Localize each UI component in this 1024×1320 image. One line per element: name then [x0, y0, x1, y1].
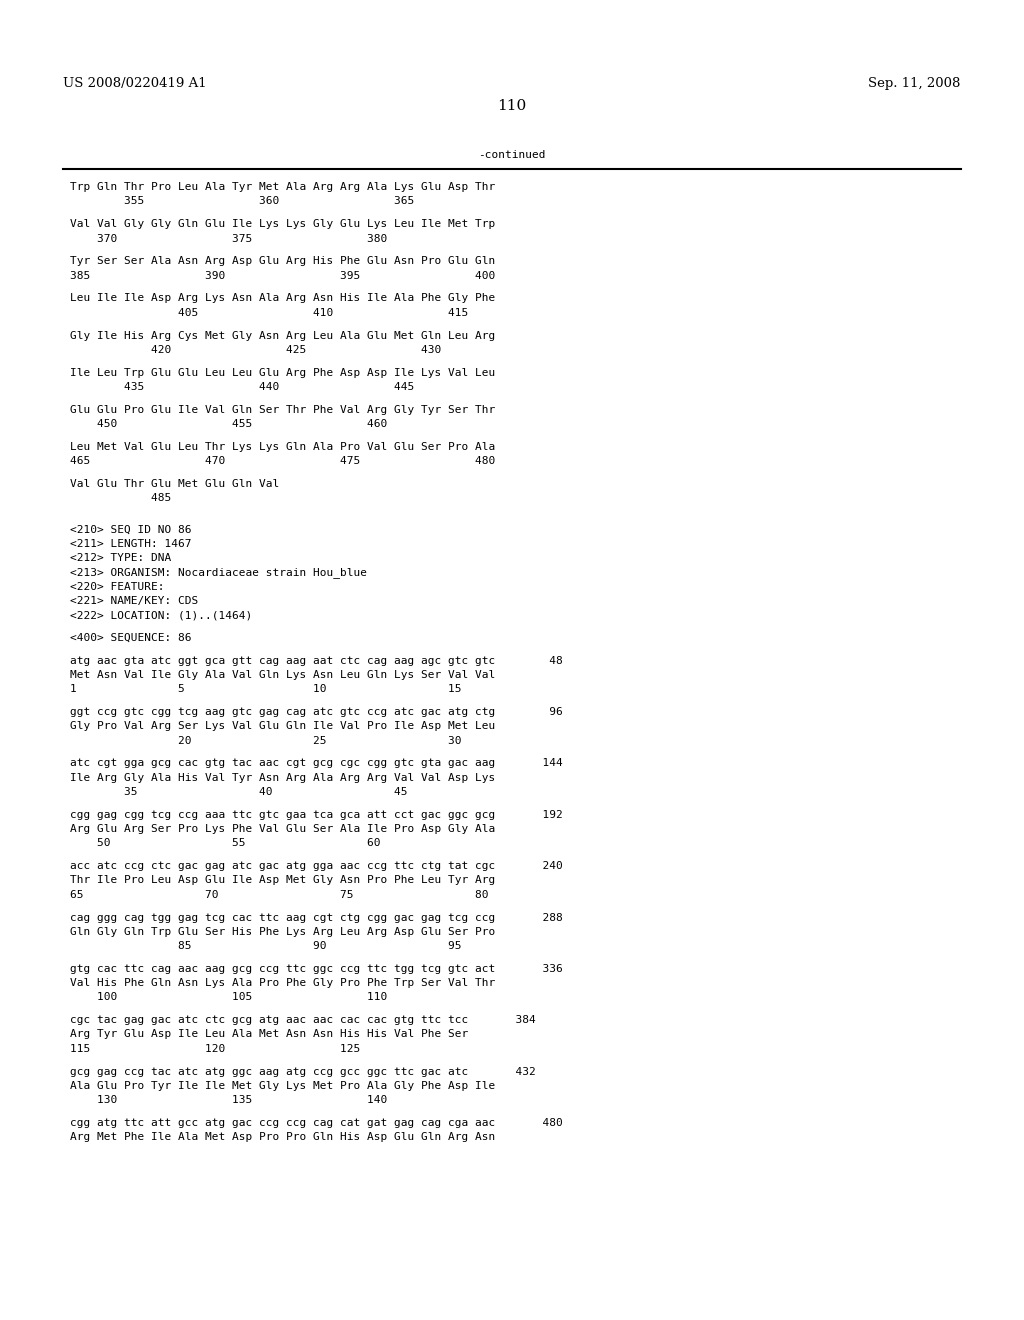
- Text: <221> NAME/KEY: CDS: <221> NAME/KEY: CDS: [70, 595, 198, 606]
- Text: Met Asn Val Ile Gly Ala Val Gln Lys Asn Leu Gln Lys Ser Val Val: Met Asn Val Ile Gly Ala Val Gln Lys Asn …: [70, 671, 495, 680]
- Text: Ile Arg Gly Ala His Val Tyr Asn Arg Ala Arg Arg Val Val Asp Lys: Ile Arg Gly Ala His Val Tyr Asn Arg Ala …: [70, 772, 495, 783]
- Text: 100                 105                 110: 100 105 110: [70, 993, 387, 1002]
- Text: Arg Met Phe Ile Ala Met Asp Pro Pro Gln His Asp Glu Gln Arg Asn: Arg Met Phe Ile Ala Met Asp Pro Pro Gln …: [70, 1133, 495, 1142]
- Text: ggt ccg gtc cgg tcg aag gtc gag cag atc gtc ccg atc gac atg ctg        96: ggt ccg gtc cgg tcg aag gtc gag cag atc …: [70, 708, 562, 717]
- Text: 1               5                   10                  15: 1 5 10 15: [70, 684, 461, 694]
- Text: gtg cac ttc cag aac aag gcg ccg ttc ggc ccg ttc tgg tcg gtc act       336: gtg cac ttc cag aac aag gcg ccg ttc ggc …: [70, 964, 562, 974]
- Text: Leu Ile Ile Asp Arg Lys Asn Ala Arg Asn His Ile Ala Phe Gly Phe: Leu Ile Ile Asp Arg Lys Asn Ala Arg Asn …: [70, 293, 495, 304]
- Text: acc atc ccg ctc gac gag atc gac atg gga aac ccg ttc ctg tat cgc       240: acc atc ccg ctc gac gag atc gac atg gga …: [70, 861, 562, 871]
- Text: cgg gag cgg tcg ccg aaa ttc gtc gaa tca gca att cct gac ggc gcg       192: cgg gag cgg tcg ccg aaa ttc gtc gaa tca …: [70, 810, 562, 820]
- Text: atc cgt gga gcg cac gtg tac aac cgt gcg cgc cgg gtc gta gac aag       144: atc cgt gga gcg cac gtg tac aac cgt gcg …: [70, 759, 562, 768]
- Text: 465                 470                 475                 480: 465 470 475 480: [70, 457, 495, 466]
- Text: Leu Met Val Glu Leu Thr Lys Lys Gln Ala Pro Val Glu Ser Pro Ala: Leu Met Val Glu Leu Thr Lys Lys Gln Ala …: [70, 442, 495, 451]
- Text: Tyr Ser Ser Ala Asn Arg Asp Glu Arg His Phe Glu Asn Pro Glu Gln: Tyr Ser Ser Ala Asn Arg Asp Glu Arg His …: [70, 256, 495, 267]
- Text: 420                 425                 430: 420 425 430: [70, 345, 441, 355]
- Text: 65                  70                  75                  80: 65 70 75 80: [70, 890, 488, 900]
- Text: 20                  25                  30: 20 25 30: [70, 735, 461, 746]
- Text: Ala Glu Pro Tyr Ile Ile Met Gly Lys Met Pro Ala Gly Phe Asp Ile: Ala Glu Pro Tyr Ile Ile Met Gly Lys Met …: [70, 1081, 495, 1090]
- Text: 85                  90                  95: 85 90 95: [70, 941, 461, 950]
- Text: 485: 485: [70, 494, 171, 503]
- Text: -continued: -continued: [478, 150, 546, 161]
- Text: <213> ORGANISM: Nocardiaceae strain Hou_blue: <213> ORGANISM: Nocardiaceae strain Hou_…: [70, 568, 367, 578]
- Text: <211> LENGTH: 1467: <211> LENGTH: 1467: [70, 539, 191, 549]
- Text: 115                 120                 125: 115 120 125: [70, 1044, 359, 1053]
- Text: 435                 440                 445: 435 440 445: [70, 381, 414, 392]
- Text: Gly Ile His Arg Cys Met Gly Asn Arg Leu Ala Glu Met Gln Leu Arg: Gly Ile His Arg Cys Met Gly Asn Arg Leu …: [70, 330, 495, 341]
- Text: cgc tac gag gac atc ctc gcg atg aac aac cac cac gtg ttc tcc       384: cgc tac gag gac atc ctc gcg atg aac aac …: [70, 1015, 536, 1026]
- Text: Val Glu Thr Glu Met Glu Gln Val: Val Glu Thr Glu Met Glu Gln Val: [70, 479, 279, 488]
- Text: 385                 390                 395                 400: 385 390 395 400: [70, 271, 495, 281]
- Text: gcg gag ccg tac atc atg ggc aag atg ccg gcc ggc ttc gac atc       432: gcg gag ccg tac atc atg ggc aag atg ccg …: [70, 1067, 536, 1077]
- Text: <220> FEATURE:: <220> FEATURE:: [70, 582, 164, 591]
- Text: Val His Phe Gln Asn Lys Ala Pro Phe Gly Pro Phe Trp Ser Val Thr: Val His Phe Gln Asn Lys Ala Pro Phe Gly …: [70, 978, 495, 989]
- Text: <222> LOCATION: (1)..(1464): <222> LOCATION: (1)..(1464): [70, 610, 252, 620]
- Text: Arg Glu Arg Ser Pro Lys Phe Val Glu Ser Ala Ile Pro Asp Gly Ala: Arg Glu Arg Ser Pro Lys Phe Val Glu Ser …: [70, 824, 495, 834]
- Text: US 2008/0220419 A1: US 2008/0220419 A1: [63, 77, 207, 90]
- Text: 355                 360                 365: 355 360 365: [70, 197, 414, 206]
- Text: 370                 375                 380: 370 375 380: [70, 234, 387, 243]
- Text: Gln Gly Gln Trp Glu Ser His Phe Lys Arg Leu Arg Asp Glu Ser Pro: Gln Gly Gln Trp Glu Ser His Phe Lys Arg …: [70, 927, 495, 937]
- Text: Glu Glu Pro Glu Ile Val Gln Ser Thr Phe Val Arg Gly Tyr Ser Thr: Glu Glu Pro Glu Ile Val Gln Ser Thr Phe …: [70, 405, 495, 414]
- Text: Ile Leu Trp Glu Glu Leu Leu Glu Arg Phe Asp Asp Ile Lys Val Leu: Ile Leu Trp Glu Glu Leu Leu Glu Arg Phe …: [70, 368, 495, 378]
- Text: cgg atg ttc att gcc atg gac ccg ccg cag cat gat gag cag cga aac       480: cgg atg ttc att gcc atg gac ccg ccg cag …: [70, 1118, 562, 1127]
- Text: <212> TYPE: DNA: <212> TYPE: DNA: [70, 553, 171, 564]
- Text: Trp Gln Thr Pro Leu Ala Tyr Met Ala Arg Arg Ala Lys Glu Asp Thr: Trp Gln Thr Pro Leu Ala Tyr Met Ala Arg …: [70, 182, 495, 193]
- Text: Sep. 11, 2008: Sep. 11, 2008: [868, 77, 961, 90]
- Text: Val Val Gly Gly Gln Glu Ile Lys Lys Gly Glu Lys Leu Ile Met Trp: Val Val Gly Gly Gln Glu Ile Lys Lys Gly …: [70, 219, 495, 230]
- Text: Thr Ile Pro Leu Asp Glu Ile Asp Met Gly Asn Pro Phe Leu Tyr Arg: Thr Ile Pro Leu Asp Glu Ile Asp Met Gly …: [70, 875, 495, 886]
- Text: <400> SEQUENCE: 86: <400> SEQUENCE: 86: [70, 634, 191, 643]
- Text: Arg Tyr Glu Asp Ile Leu Ala Met Asn Asn His His Val Phe Ser: Arg Tyr Glu Asp Ile Leu Ala Met Asn Asn …: [70, 1030, 468, 1039]
- Text: cag ggg cag tgg gag tcg cac ttc aag cgt ctg cgg gac gag tcg ccg       288: cag ggg cag tgg gag tcg cac ttc aag cgt …: [70, 912, 562, 923]
- Text: 50                  55                  60: 50 55 60: [70, 838, 380, 849]
- Text: 110: 110: [498, 99, 526, 114]
- Text: 405                 410                 415: 405 410 415: [70, 308, 468, 318]
- Text: 130                 135                 140: 130 135 140: [70, 1096, 387, 1105]
- Text: atg aac gta atc ggt gca gtt cag aag aat ctc cag aag agc gtc gtc        48: atg aac gta atc ggt gca gtt cag aag aat …: [70, 656, 562, 665]
- Text: 35                  40                  45: 35 40 45: [70, 787, 408, 797]
- Text: Gly Pro Val Arg Ser Lys Val Glu Gln Ile Val Pro Ile Asp Met Leu: Gly Pro Val Arg Ser Lys Val Glu Gln Ile …: [70, 722, 495, 731]
- Text: 450                 455                 460: 450 455 460: [70, 418, 387, 429]
- Text: <210> SEQ ID NO 86: <210> SEQ ID NO 86: [70, 524, 191, 535]
